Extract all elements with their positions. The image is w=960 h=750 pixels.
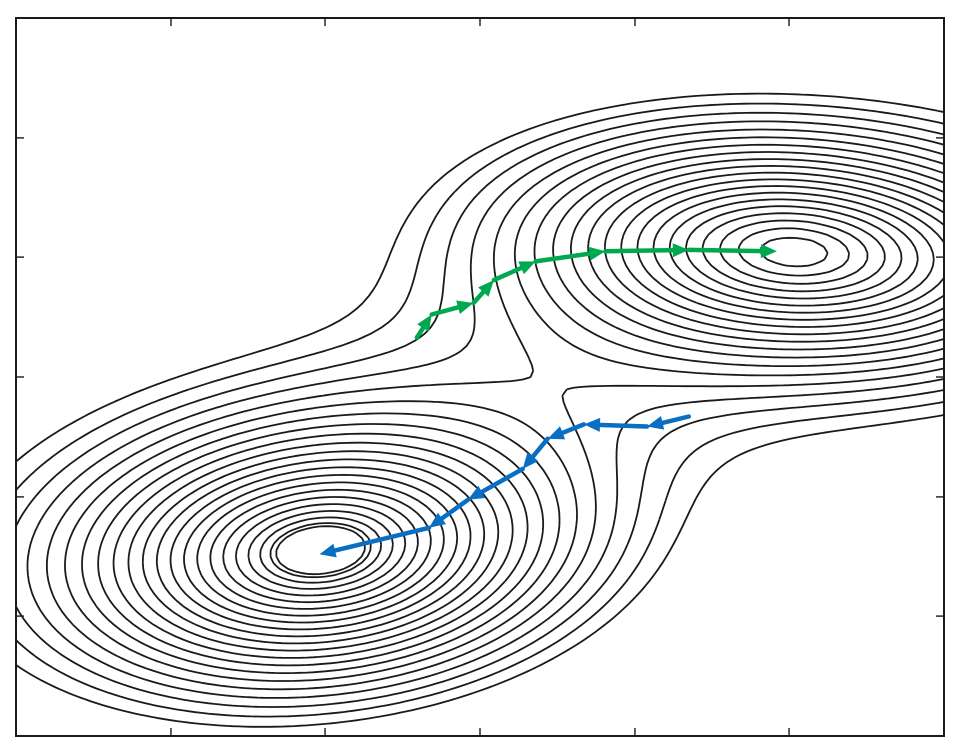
contour-level-2 [259, 236, 829, 584]
contour-level-20 [16, 102, 944, 718]
contour-level-9 [169, 185, 944, 631]
green-descent-path-arrowhead-4 [588, 246, 606, 261]
green-descent-path-step-1 [429, 304, 463, 317]
contour-lines [16, 92, 944, 728]
blue-descent-path-step-1 [595, 422, 650, 429]
contour-level-4 [235, 219, 869, 597]
contour-level-10 [155, 178, 944, 638]
green-descent-path-arrowhead-5 [672, 243, 689, 258]
blue-descent-path-arrowhead-3 [522, 452, 539, 469]
contour-level-21 [16, 92, 944, 728]
contour-level-13 [112, 158, 944, 659]
green-descent-path-step-5 [603, 247, 678, 254]
contour-level-1 [269, 522, 372, 579]
contour-level-8 [183, 191, 935, 624]
green-descent-path-step-6 [686, 247, 766, 254]
green-descent-path-arrowhead-3 [518, 261, 536, 275]
contour-level-16 [64, 136, 944, 682]
contour-level-3 [247, 227, 850, 590]
contour-level-6 [209, 205, 903, 610]
contour-level-7 [196, 198, 919, 617]
blue-descent-path-arrowhead-5 [429, 512, 446, 528]
green-descent-path-arrowhead-0 [417, 314, 432, 332]
blue-descent-path-step-3 [529, 436, 550, 461]
green-descent-path-step-4 [533, 251, 595, 264]
green-descent-path-step-2 [471, 287, 488, 306]
blue-descent-path-step-0 [658, 414, 692, 426]
blue-descent-path-arrowhead-1 [583, 417, 601, 432]
blue-descent-path-arrowhead-0 [647, 416, 665, 430]
blue-descent-path-arrowhead-4 [467, 485, 486, 500]
contour-level-19 [16, 111, 944, 708]
contour-level-14 [97, 151, 944, 667]
contour-level-11 [141, 171, 944, 645]
contour-level-5 [222, 212, 886, 604]
green-descent-path [414, 243, 777, 340]
descent-paths [319, 243, 777, 558]
contour-level-18 [26, 120, 944, 699]
blue-descent-path-arrowhead-2 [547, 426, 566, 440]
contour-level-17 [46, 128, 944, 691]
contour-level-0 [275, 525, 366, 576]
blue-descent-path [319, 414, 692, 558]
contour-level-15 [81, 143, 944, 674]
axis-ticks [16, 18, 944, 736]
plot-frame [15, 17, 945, 737]
blue-descent-path-arrowhead-6 [319, 543, 337, 558]
green-descent-path-step-3 [491, 264, 526, 283]
blue-descent-path-step-5 [437, 497, 471, 523]
contour-level-12 [127, 165, 944, 652]
blue-descent-path-step-6 [330, 525, 432, 554]
blue-descent-path-step-2 [558, 422, 587, 436]
green-descent-path-arrowhead-1 [456, 300, 474, 314]
green-descent-path-arrowhead-2 [478, 280, 494, 297]
blue-descent-path-step-4 [477, 466, 525, 496]
green-descent-path-arrowhead-6 [760, 244, 777, 259]
